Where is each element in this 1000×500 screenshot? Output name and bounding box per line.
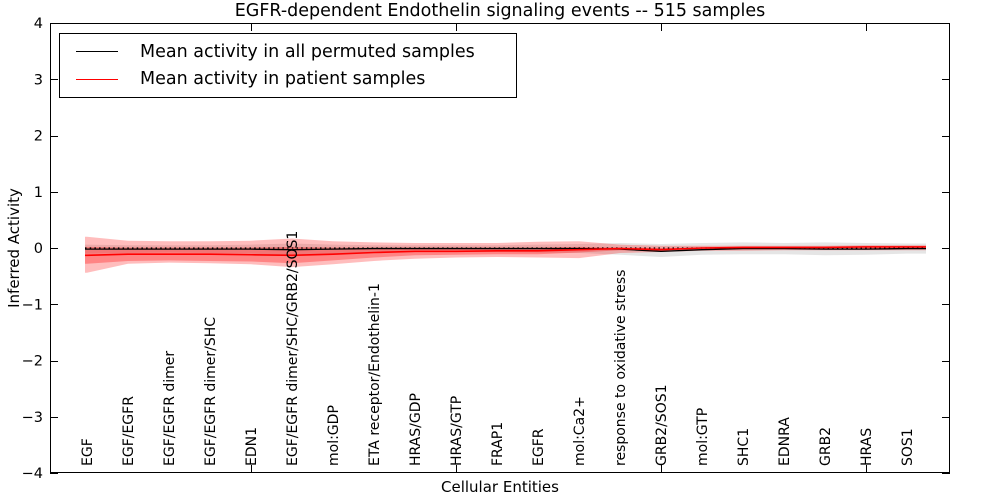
x-category-label: SHC1 (736, 428, 752, 466)
x-category-label: EGFR (531, 428, 547, 466)
x-category-label: EDNRA (777, 417, 793, 466)
x-category-label: EDN1 (244, 427, 260, 466)
x-category-label: mol:GTP (695, 408, 711, 466)
legend-line-black (76, 51, 118, 53)
x-category-label: EGF/EGFR dimer/SHC/GRB2/SOS1 (285, 231, 301, 466)
x-category-label: HRAS/GTP (449, 396, 465, 466)
x-category-label: HRAS (859, 428, 875, 466)
y-tick-label: −4 (22, 466, 43, 482)
legend-label-permuted: Mean activity in all permuted samples (140, 41, 475, 62)
x-category-label: GRB2/SOS1 (654, 384, 670, 466)
x-category-label: EGF/EGFR (121, 396, 137, 466)
legend-label-patient: Mean activity in patient samples (140, 69, 426, 90)
patient-samples-inner-band (85, 246, 926, 264)
x-category-label: SOS1 (900, 428, 916, 466)
x-category-label: ETA receptor/Endothelin-1 (367, 283, 383, 466)
x-category-label: HRAS/GDP (408, 393, 424, 466)
x-category-label: EGF (80, 438, 96, 466)
chart-title: EGFR-dependent Endothelin signaling even… (234, 1, 766, 21)
y-tick-label: 2 (34, 129, 43, 145)
y-tick-label: −3 (22, 410, 43, 426)
y-tick-label: 4 (34, 16, 43, 32)
x-category-label: mol:Ca2+ (572, 396, 588, 466)
patient-mean-line (85, 246, 926, 257)
x-category-label: EGF/EGFR dimer (162, 351, 178, 466)
y-tick-label: −1 (22, 297, 43, 313)
permuted-mean-line (85, 247, 926, 253)
x-category-label: FRAP1 (490, 422, 506, 466)
x-category-label: GRB2 (818, 427, 834, 466)
legend-item-permuted: Mean activity in all permuted samples (76, 42, 516, 62)
y-axis-label: Inferred Activity (5, 188, 23, 308)
x-axis-label: Cellular Entities (441, 478, 559, 496)
y-tick-label: 1 (34, 185, 43, 201)
legend-line-red (76, 78, 118, 80)
y-tick-label: −2 (22, 354, 43, 370)
y-tick-label: 3 (34, 72, 43, 88)
y-tick-label: 0 (34, 241, 43, 257)
x-category-label: EGF/EGFR dimer/SHC (203, 317, 219, 466)
permuted-samples-std-band (85, 242, 926, 257)
legend-item-patient: Mean activity in patient samples (76, 69, 516, 89)
x-category-label: response to oxidative stress (613, 270, 629, 466)
patient-samples-outer-band (85, 236, 926, 273)
x-category-label: mol:GDP (326, 405, 342, 466)
legend: Mean activity in all permuted samples Me… (59, 33, 517, 98)
